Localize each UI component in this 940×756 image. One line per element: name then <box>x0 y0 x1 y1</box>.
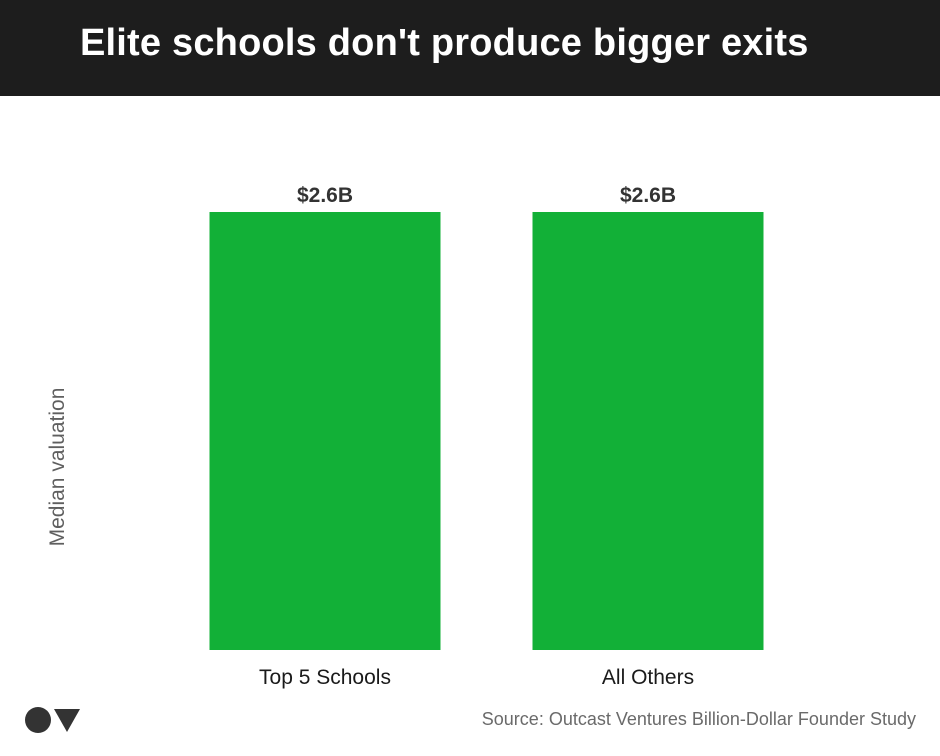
data-label: $2.6B <box>297 184 353 207</box>
bar-chart: $2.6B Top 5 Schools $2.6B All Others <box>209 184 764 689</box>
y-axis-label: Median valuation <box>46 387 69 547</box>
bar-top-5-schools <box>209 212 441 650</box>
circle-triangle-logo-icon <box>25 707 80 733</box>
x-tick-label: All Others <box>602 666 694 689</box>
x-tick-label: Top 5 Schools <box>259 666 391 689</box>
chart-title: Elite schools don't produce bigger exits <box>80 22 809 64</box>
title-bar: Elite schools don't produce bigger exits <box>0 0 940 96</box>
bars-layer: $2.6B Top 5 Schools $2.6B All Others <box>209 184 764 689</box>
source-note: Source: Outcast Ventures Billion-Dollar … <box>481 709 916 729</box>
data-label: $2.6B <box>620 184 676 207</box>
bar-all-others <box>532 212 764 650</box>
